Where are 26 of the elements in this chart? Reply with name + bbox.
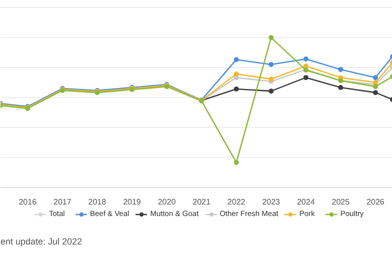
point <box>338 66 344 72</box>
point <box>234 57 239 62</box>
x-tick-label: 2022 <box>227 198 246 206</box>
point <box>303 56 308 62</box>
x-tick-label: 2016 <box>18 198 38 206</box>
text: ent update: Jul 2022 <box>0 236 82 246</box>
x-tick-label: 2017 <box>54 198 72 206</box>
x-tick-label: 2020 <box>158 198 176 206</box>
x-tick-label: 2018 <box>88 198 107 206</box>
point <box>372 75 378 80</box>
point <box>268 35 274 40</box>
point <box>372 84 378 90</box>
point <box>268 62 274 68</box>
x-tick-label: 2026 <box>366 198 385 206</box>
point <box>372 90 378 96</box>
x-tick-label: 2023 <box>262 198 281 206</box>
point <box>303 75 308 80</box>
x-tick-label: 2025 <box>332 198 350 206</box>
x-tick-label: 2019 <box>123 198 142 206</box>
point <box>234 86 239 92</box>
x-tick-label: 2021 <box>192 198 211 206</box>
point <box>234 160 239 165</box>
x-tick-label: 2024 <box>296 198 316 206</box>
point <box>338 84 344 90</box>
point <box>268 88 274 94</box>
point <box>234 71 239 76</box>
